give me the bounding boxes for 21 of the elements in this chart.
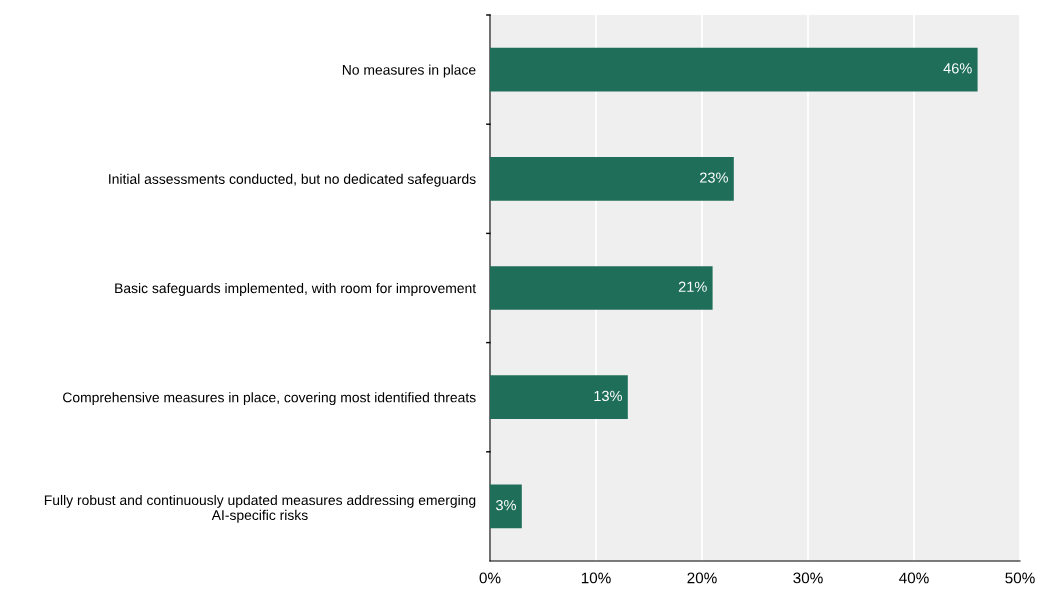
x-tick-label: 30% — [793, 572, 823, 584]
data-label: 13% — [594, 390, 622, 402]
data-label: 23% — [700, 172, 728, 183]
y-tick-label: Fully robust and continuously updated measures addressing emerging AI-specific risks — [44, 494, 476, 523]
bar — [490, 375, 628, 420]
data-label: 3% — [495, 499, 516, 511]
bar — [490, 156, 734, 201]
bar — [490, 484, 522, 529]
x-tick-label: 10% — [581, 572, 611, 584]
y-tick-label: Basic safeguards implemented, with room for improvement — [115, 282, 477, 296]
y-tick-label: No measures in place — [342, 64, 476, 78]
bar — [490, 47, 978, 92]
x-tick-label: 40% — [899, 572, 929, 584]
data-label: 21% — [678, 281, 707, 292]
y-tick-label: Comprehensive measures in place, covering most identified threats — [63, 392, 476, 406]
bar — [490, 266, 713, 310]
x-tick-label: 0% — [479, 572, 501, 584]
x-tick-label: 50% — [1005, 572, 1035, 584]
y-tick-label: Initial assessments conducted, but no dedicated safeguards — [109, 173, 476, 187]
data-label: 46% — [943, 63, 972, 74]
x-tick-label: 20% — [687, 572, 717, 584]
